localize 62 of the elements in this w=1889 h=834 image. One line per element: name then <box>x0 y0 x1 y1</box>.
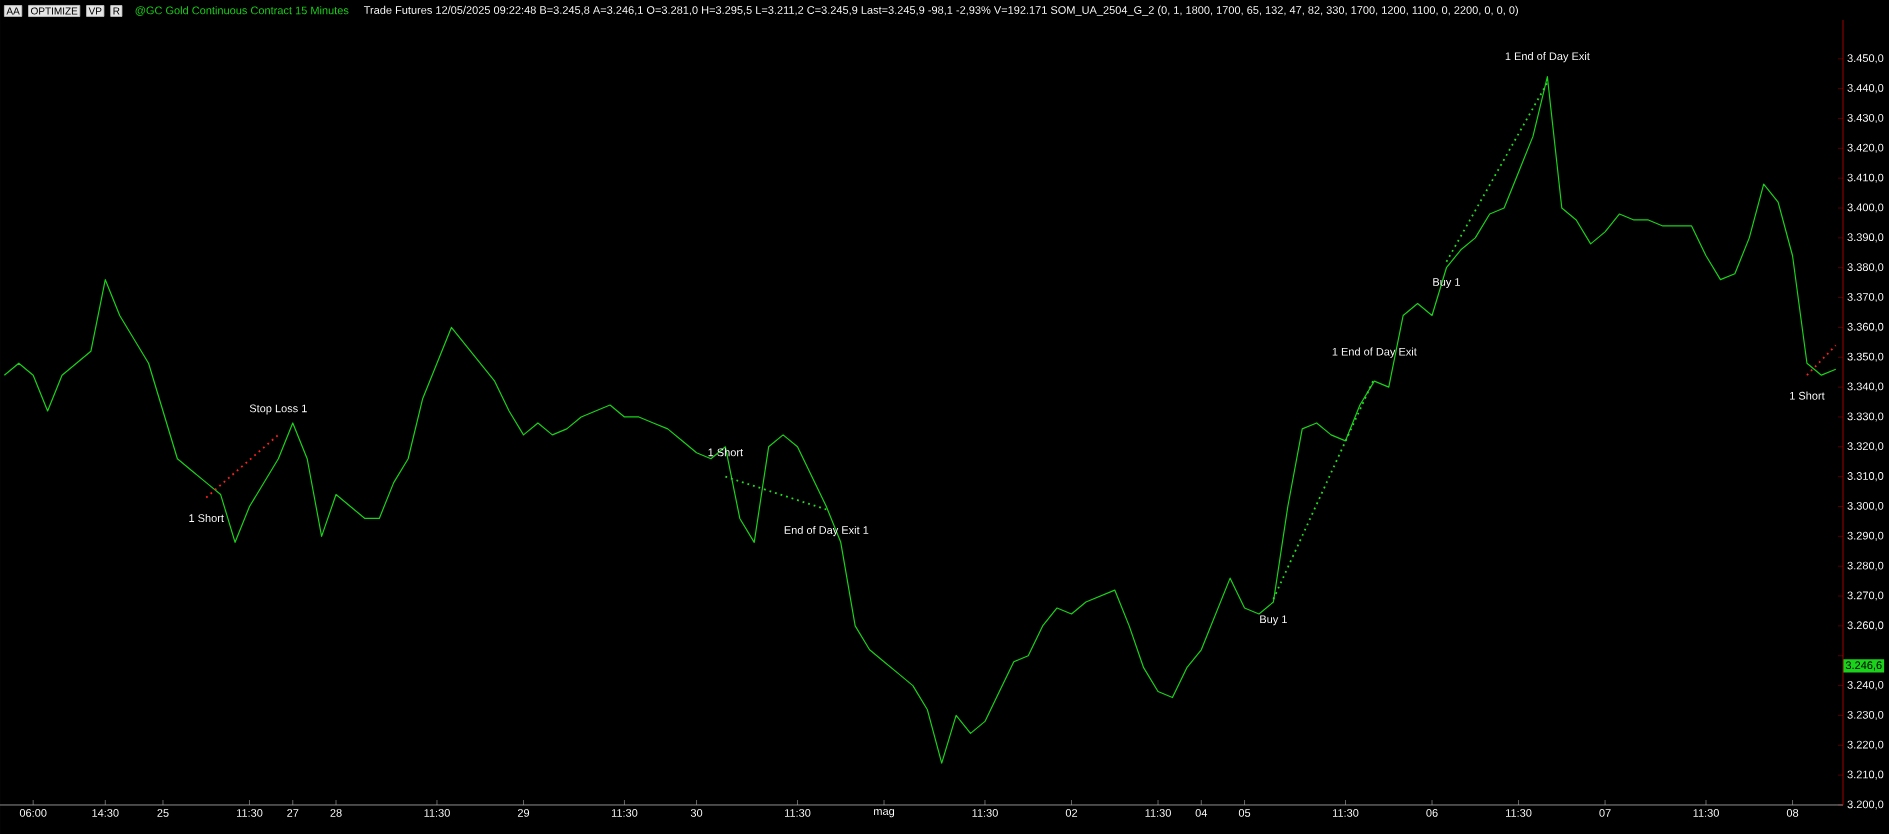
annotation: Buy 1 <box>1260 615 1287 626</box>
x-tick-label: 04 <box>1195 809 1208 817</box>
x-tick-label: 30 <box>690 809 703 817</box>
x-tick-label: 11:30 <box>784 809 811 817</box>
x-tick-label: 14:30 <box>92 809 119 817</box>
y-tick-label: 3.300,0 <box>1847 501 1884 512</box>
text: VP <box>88 7 102 15</box>
chart-subtitle: Trade Futures 12/05/2025 09:22:48 B=3.245,8 A=3.246,1 O=3.281,0 H=3.295,5 L=3.211,2 C=3.245,9 Last=3.245,9 -98,1 -2,93% V=192.171 SOM_UA_2504_G_2 (0, 1, 1800, 1700, 65, 132, 47, 82, 330, 1700, 1200, 1100, 0, 2200, 0, 0, 0) <box>363 5 1518 17</box>
annotation: 3.246,6 <box>1845 661 1882 671</box>
y-tick-label: 3.240,0 <box>1847 681 1884 691</box>
y-tick-label: 3.280,0 <box>1847 561 1884 571</box>
y-tick-label: 3.360,0 <box>1847 322 1884 332</box>
y-tick-label: 3.230,0 <box>1847 710 1884 720</box>
y-tick-label: 3.450,0 <box>1847 54 1884 64</box>
y-tick-label: 3.430,0 <box>1847 113 1884 124</box>
y-tick-label: 3.340,0 <box>1847 382 1884 392</box>
y-tick-label: 3.370,0 <box>1847 293 1884 303</box>
x-tick-label: 25 <box>157 809 169 817</box>
y-tick-label: 3.330,0 <box>1847 412 1884 422</box>
y-tick-label: 3.270,0 <box>1847 591 1884 601</box>
x-tick-label: 11:30 <box>1145 809 1171 817</box>
y-tick-label: 3.400,0 <box>1847 203 1884 213</box>
y-tick-label: 3.380,0 <box>1847 263 1884 273</box>
x-tick-label: 11:30 <box>424 809 450 817</box>
annotation: 1 Short <box>1790 391 1825 400</box>
annotation: 1 Short <box>189 513 224 523</box>
y-tick-label: 3.320,0 <box>1847 442 1884 452</box>
y-tick-label: 3.220,0 <box>1847 740 1884 750</box>
x-tick-label: 11:30 <box>1693 809 1719 817</box>
x-tick-label: 11:30 <box>1506 809 1532 817</box>
annotation: End of Day Exit 1 <box>784 525 869 537</box>
annotation: 1 End of Day Exit <box>1505 52 1590 63</box>
x-tick-label: 28 <box>330 809 342 817</box>
annotation: Stop Loss 1 <box>249 404 307 415</box>
y-tick-label: 3.390,0 <box>1847 233 1884 243</box>
x-tick-label: 06 <box>1426 809 1438 817</box>
x-tick-label: 06:00 <box>19 809 47 817</box>
y-tick-label: 3.210,0 <box>1847 770 1884 780</box>
x-tick-label: 11:30 <box>1332 809 1359 817</box>
x-tick-label: 27 <box>287 809 299 817</box>
y-tick-label: 3.200,0 <box>1847 800 1884 810</box>
text: AA <box>6 7 20 15</box>
x-tick-label: 11:30 <box>236 809 263 817</box>
y-tick-label: 3.290,0 <box>1847 531 1884 541</box>
y-tick-label: 3.410,0 <box>1847 173 1884 183</box>
y-tick-label: 3.440,0 <box>1847 84 1884 94</box>
text: R <box>113 7 120 15</box>
x-tick-label: 02 <box>1065 809 1078 817</box>
y-tick-label: 3.350,0 <box>1847 352 1884 362</box>
x-tick-label: 29 <box>517 809 530 817</box>
annotation: 1 End of Day Exit <box>1332 347 1417 358</box>
chart-title: @GC Gold Continuous Contract 15 Minutes <box>135 6 349 16</box>
y-tick-label: 3.310,0 <box>1847 472 1884 482</box>
x-tick-label: 11:30 <box>611 809 638 817</box>
x-tick-label: mag <box>874 809 895 818</box>
x-tick-label: 08 <box>1786 809 1799 817</box>
x-tick-label: 05 <box>1238 809 1251 817</box>
x-tick-label: 07 <box>1599 809 1611 817</box>
y-tick-label: 3.260,0 <box>1847 621 1884 631</box>
x-tick-label: 11:30 <box>972 809 998 817</box>
y-tick-label: 3.420,0 <box>1847 143 1884 153</box>
text: OPTIMIZE <box>31 7 78 15</box>
